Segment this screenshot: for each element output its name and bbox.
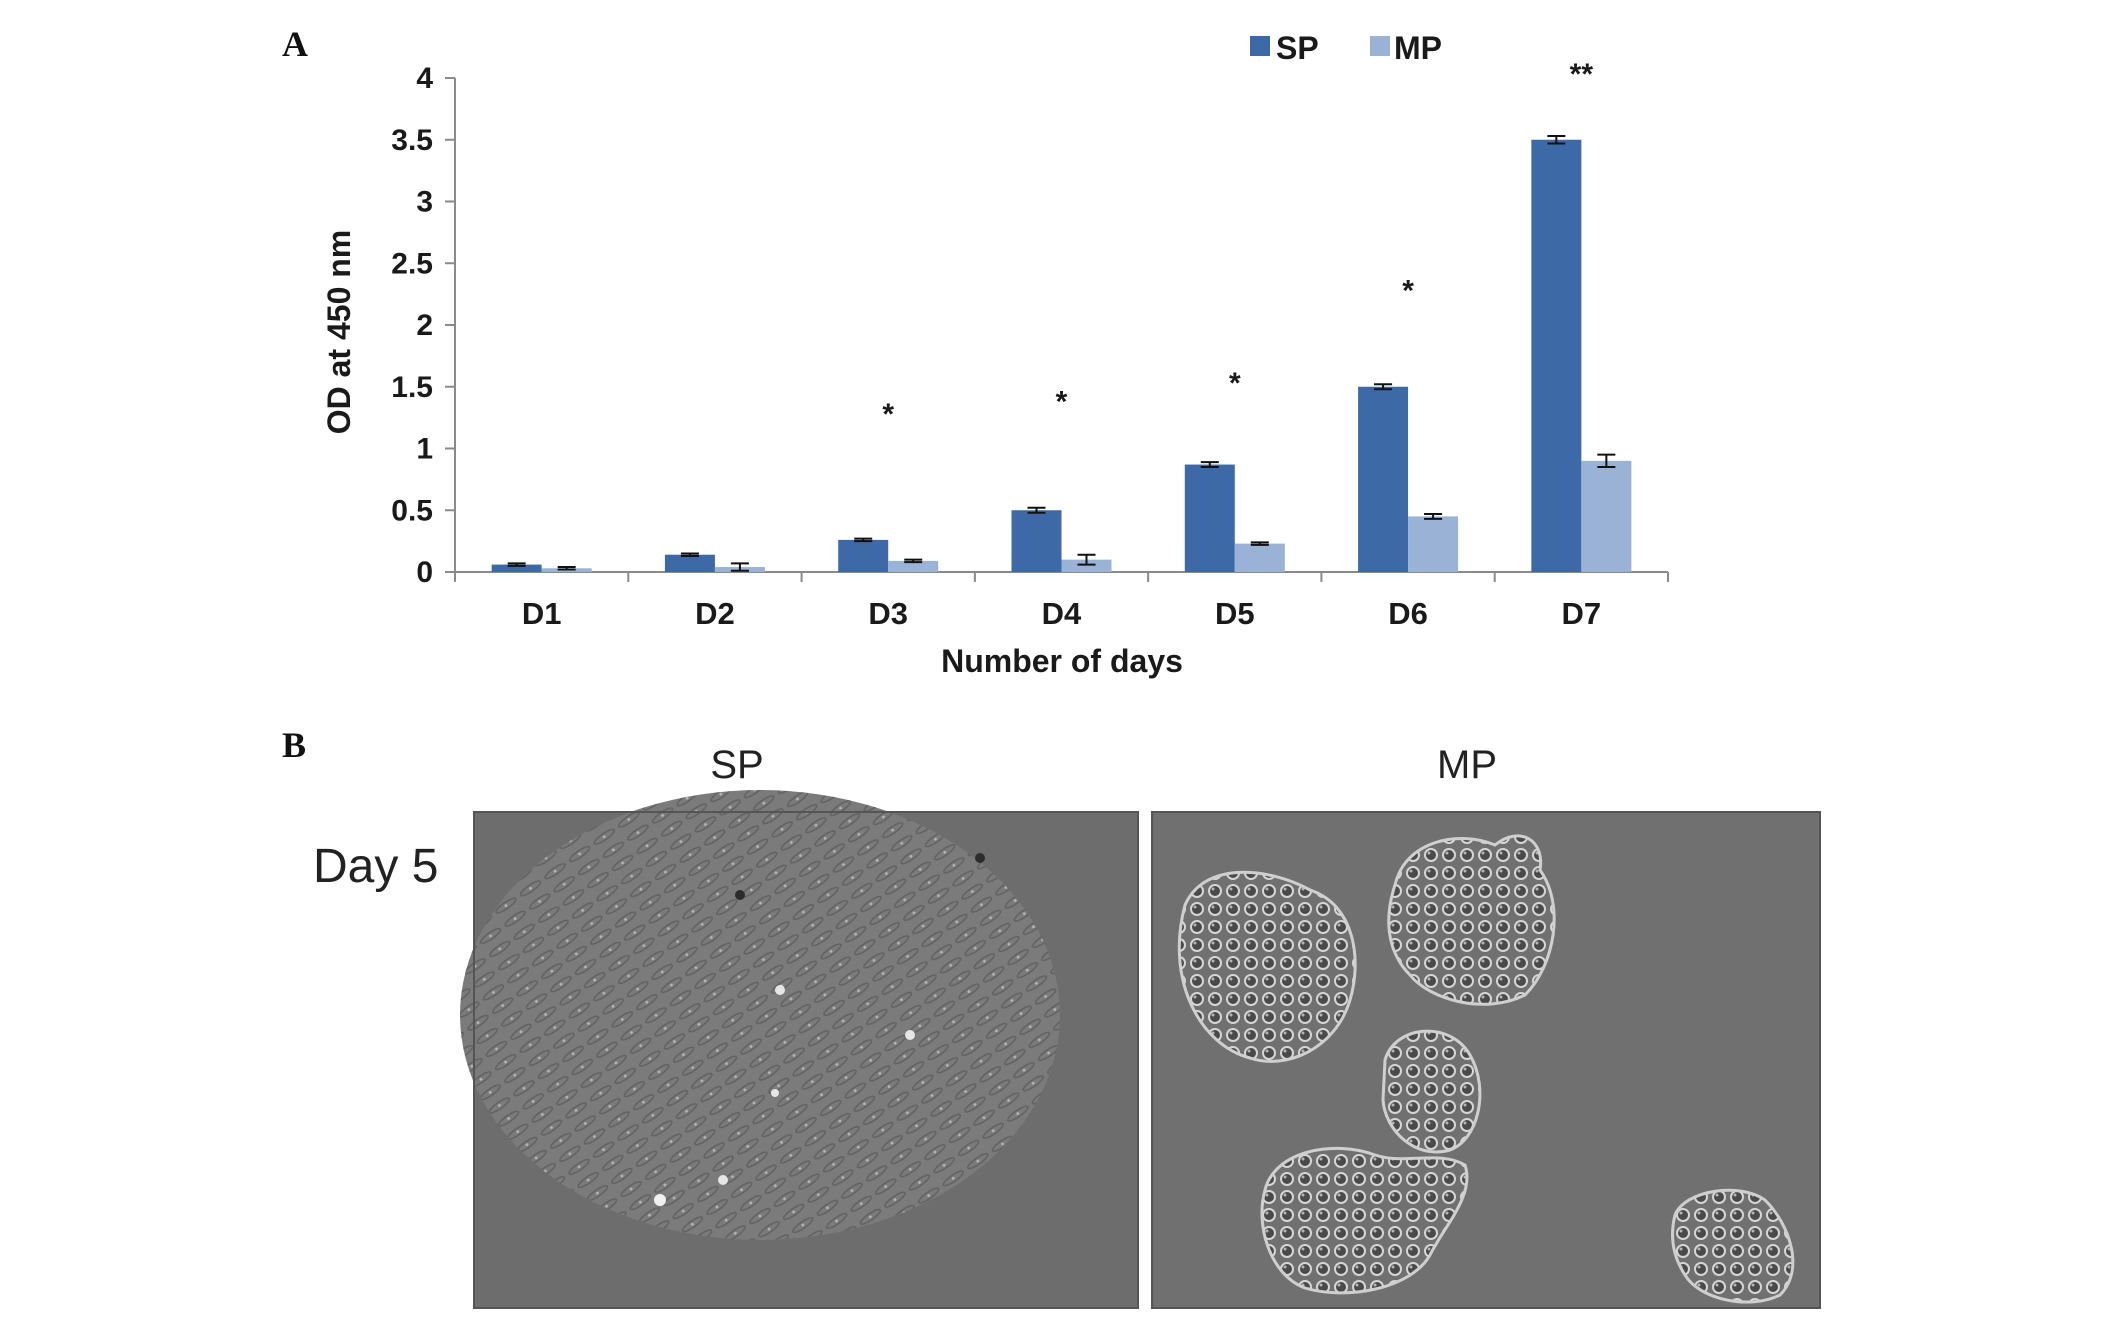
x-tick-label: D4 bbox=[1042, 596, 1082, 631]
mp-micrograph bbox=[1151, 811, 1821, 1309]
panel-b-label: B bbox=[282, 725, 306, 765]
x-tick-label: D1 bbox=[522, 596, 562, 631]
micrograph-panel: SP MP Day 5 bbox=[313, 743, 1821, 1309]
x-tick-label: D3 bbox=[868, 596, 908, 631]
x-tick-label: D7 bbox=[1562, 596, 1602, 631]
legend: SP MP bbox=[1250, 30, 1442, 66]
error-bar-mp-d3 bbox=[904, 558, 923, 564]
x-axis-title: Number of days bbox=[941, 643, 1183, 679]
error-bar-sp-d6 bbox=[1374, 383, 1393, 391]
x-tick-label: D2 bbox=[695, 596, 735, 631]
bar-sp-d4 bbox=[1011, 510, 1062, 572]
error-bar-mp-d4 bbox=[1077, 553, 1096, 566]
micrograph-column-label-mp: MP bbox=[1437, 743, 1497, 787]
panel-a-label: A bbox=[282, 24, 308, 64]
bar-mp-d6 bbox=[1408, 516, 1459, 572]
significance-mark: * bbox=[1402, 274, 1414, 307]
legend-swatch-sp bbox=[1250, 36, 1270, 56]
y-tick-label: 1.5 bbox=[391, 371, 433, 404]
micrograph-column-label-sp: SP bbox=[710, 743, 763, 787]
error-bar-sp-d1 bbox=[507, 562, 526, 567]
significance-mark: * bbox=[1229, 367, 1241, 400]
bar-mp-d5 bbox=[1234, 543, 1285, 572]
significance-mark: * bbox=[1056, 385, 1068, 418]
y-axis: 0 0.5 1 1.5 2 2.5 3 3.5 4 bbox=[391, 62, 456, 589]
y-tick-label: 0.5 bbox=[391, 494, 433, 527]
legend-label-sp: SP bbox=[1276, 30, 1319, 66]
sp-micrograph bbox=[460, 790, 1139, 1309]
legend-label-mp: MP bbox=[1394, 30, 1442, 66]
y-tick-label: 1 bbox=[416, 433, 433, 466]
significance-mark: * bbox=[882, 398, 894, 431]
x-tick-label: D6 bbox=[1388, 596, 1428, 631]
micrograph-row-label: Day 5 bbox=[313, 840, 438, 893]
y-tick-label: 2 bbox=[416, 309, 433, 342]
x-axis: D1 D2 D3 D4 D5 D6 D7 bbox=[454, 571, 1669, 631]
bar-sp-d2 bbox=[664, 554, 715, 572]
error-bar-mp-d2 bbox=[730, 562, 749, 572]
y-tick-label: 3 bbox=[416, 186, 433, 219]
bar-sp-d3 bbox=[838, 539, 889, 572]
error-bar-sp-d5 bbox=[1200, 461, 1219, 469]
legend-swatch-mp bbox=[1370, 36, 1390, 56]
bar-sp-d6 bbox=[1358, 386, 1409, 572]
bar-mp-d7 bbox=[1581, 460, 1632, 572]
significance-mark: ** bbox=[1570, 58, 1594, 91]
significance-marks: * ***** bbox=[882, 58, 1593, 431]
bars bbox=[491, 135, 1632, 572]
error-bar-mp-d6 bbox=[1424, 512, 1443, 520]
bar-chart: 00.511.522.533.54 D1 D2 D3 D4 D5 D6 D7 * ***** … bbox=[321, 30, 1669, 679]
error-bar-sp-d2 bbox=[680, 552, 699, 557]
y-axis-title: OD at 450 nm bbox=[321, 230, 357, 435]
error-bar-sp-d4 bbox=[1027, 506, 1046, 514]
bar-sp-d7 bbox=[1531, 139, 1582, 572]
bar-mp-d3 bbox=[888, 560, 939, 572]
bar-mp-d4 bbox=[1061, 559, 1112, 572]
y-tick-label: 2.5 bbox=[391, 247, 433, 280]
bar-sp-d5 bbox=[1184, 464, 1235, 572]
y-tick-label: 3.5 bbox=[391, 124, 433, 157]
y-tick-label: 0 bbox=[416, 556, 433, 589]
y-tick-label: 4 bbox=[416, 62, 433, 95]
error-bar-sp-d3 bbox=[854, 537, 873, 543]
error-bar-mp-d1 bbox=[557, 566, 576, 571]
x-tick-label: D5 bbox=[1215, 596, 1255, 631]
error-bar-sp-d7 bbox=[1547, 135, 1566, 145]
error-bar-mp-d7 bbox=[1597, 453, 1616, 469]
bar-sp-d1 bbox=[491, 564, 542, 572]
error-bar-mp-d5 bbox=[1250, 541, 1269, 546]
